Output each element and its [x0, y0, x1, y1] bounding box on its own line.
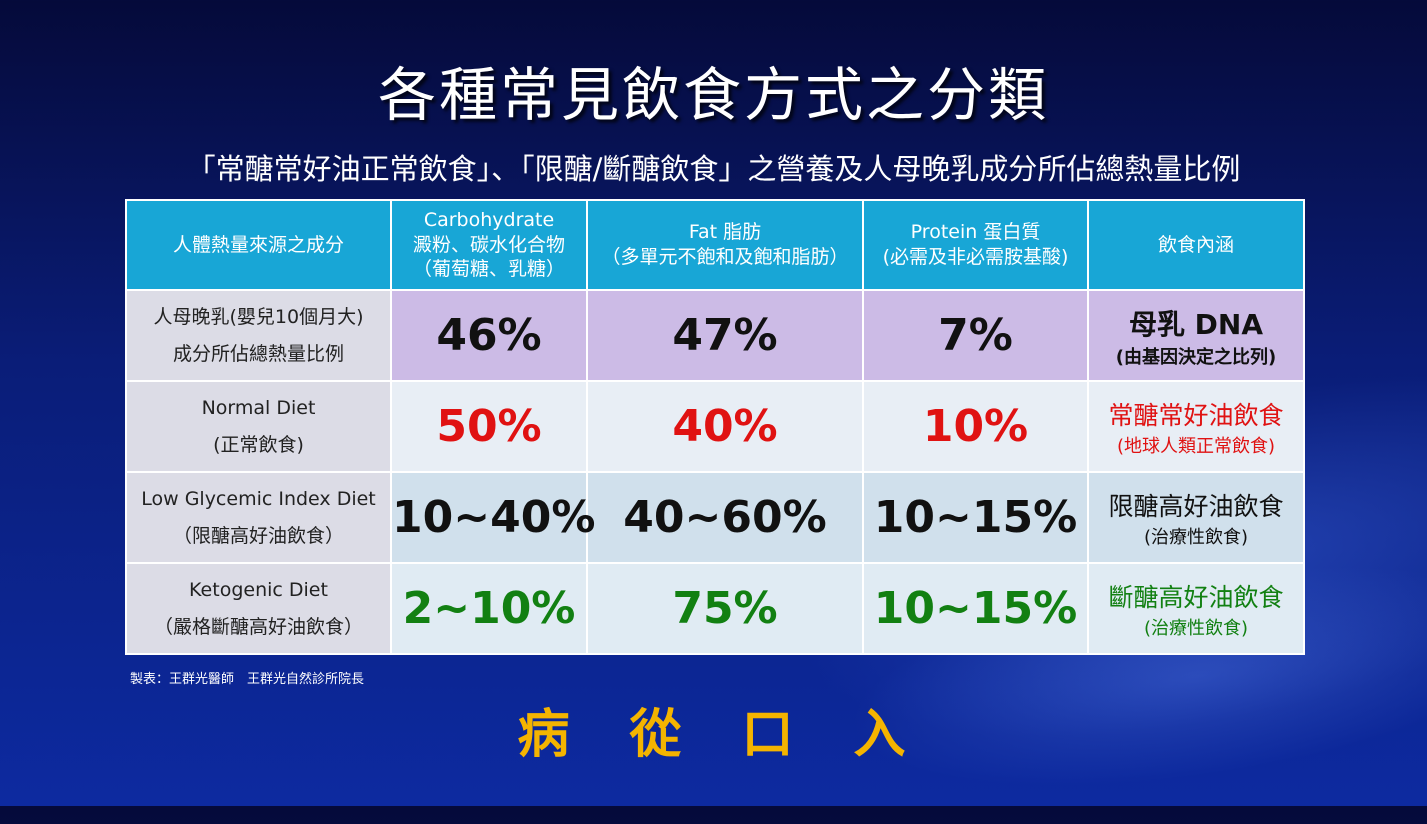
row-label-line2: （限醣高好油飲食） — [172, 524, 344, 547]
header-fat: Fat 脂肪 （多單元不飽和及飽和脂肪） — [586, 199, 864, 291]
carb-value: 46% — [390, 289, 588, 382]
slogan: 病 從 口 入 — [517, 705, 910, 765]
row-label-line2: （嚴格斷醣高好油飲食） — [153, 615, 363, 638]
header-energy-source: 人體熱量來源之成分 — [125, 199, 392, 291]
header-protein-name: Protein 蛋白質 — [910, 221, 1041, 244]
header-protein: Protein 蛋白質 (必需及非必需胺基酸) — [862, 199, 1089, 291]
row-label-line1: 人母晚乳(嬰兒10個月大) — [153, 306, 364, 329]
protein-value: 10~15% — [862, 471, 1089, 564]
header-fat-name: Fat 脂肪 — [688, 221, 762, 244]
diet-note: 限醣高好油飲食 (治療性飲食) — [1087, 471, 1305, 564]
header-protein-detail: (必需及非必需胺基酸) — [882, 246, 1069, 268]
diet-note: 斷醣高好油飲食 (治療性飲食) — [1087, 562, 1305, 655]
row-label-line1: Low Glycemic Index Diet — [141, 488, 376, 511]
header-diet-meaning: 飲食內涵 — [1087, 199, 1305, 291]
diet-note-sub: (治療性飲食) — [1143, 617, 1249, 639]
row-label: Ketogenic Diet （嚴格斷醣高好油飲食） — [125, 562, 392, 655]
table-row: 人母晚乳(嬰兒10個月大) 成分所佔總熱量比例 46% 47% 7% 母乳 DN… — [125, 289, 1305, 382]
diet-note: 母乳 DNA (由基因決定之比列) — [1087, 289, 1305, 382]
fat-value: 75% — [586, 562, 864, 655]
table-header-row: 人體熱量來源之成分 Carbohydrate 澱粉、碳水化合物 （葡萄糖、乳糖）… — [125, 199, 1305, 291]
diet-comparison-table: 人體熱量來源之成分 Carbohydrate 澱粉、碳水化合物 （葡萄糖、乳糖）… — [125, 199, 1305, 655]
row-label-line1: Ketogenic Diet — [189, 579, 328, 602]
row-label-line1: Normal Diet — [201, 397, 316, 420]
table-credit: 製表：王群光醫師 王群光自然診所院長 — [130, 672, 365, 687]
diet-note-sub: (地球人類正常飲食) — [1116, 435, 1276, 457]
protein-value: 7% — [862, 289, 1089, 382]
diet-note-main: 母乳 DNA — [1128, 307, 1264, 341]
protein-value: 10% — [862, 380, 1089, 473]
carb-value: 10~40% — [390, 471, 595, 564]
table-row: Normal Diet (正常飲食) 50% 40% 10% 常醣常好油飲食 (… — [125, 380, 1305, 473]
diet-note-main: 限醣高好油飲食 — [1108, 491, 1284, 521]
diet-note-main: 斷醣高好油飲食 — [1108, 582, 1284, 612]
header-carbohydrate-examples: （葡萄糖、乳糖） — [412, 258, 565, 281]
diet-note-sub: (治療性飲食) — [1143, 526, 1249, 548]
carb-value: 50% — [390, 380, 588, 473]
diet-note-main: 常醣常好油飲食 — [1108, 400, 1284, 430]
header-energy-source-label: 人體熱量來源之成分 — [172, 233, 344, 256]
carb-value: 2~10% — [390, 562, 588, 655]
header-fat-detail: （多單元不飽和及飽和脂肪） — [601, 246, 849, 268]
header-diet-meaning-label: 飲食內涵 — [1157, 233, 1234, 256]
row-label-line2: 成分所佔總熱量比例 — [172, 342, 344, 365]
table-row: Low Glycemic Index Diet （限醣高好油飲食） 10~40%… — [125, 471, 1305, 564]
row-label: Low Glycemic Index Diet （限醣高好油飲食） — [125, 471, 392, 564]
slide-title: 各種常見飲食方式之分類 — [377, 61, 1049, 129]
header-carbohydrate-en: Carbohydrate — [423, 208, 555, 231]
table-row: Ketogenic Diet （嚴格斷醣高好油飲食） 2~10% 75% 10~… — [125, 562, 1305, 655]
protein-value: 10~15% — [862, 562, 1089, 655]
diet-note-sub: (由基因決定之比列) — [1115, 346, 1277, 368]
row-label: 人母晚乳(嬰兒10個月大) 成分所佔總熱量比例 — [125, 289, 392, 382]
fat-value: 47% — [586, 289, 864, 382]
fat-value: 40~60% — [586, 471, 864, 564]
diet-note: 常醣常好油飲食 (地球人類正常飲食) — [1087, 380, 1305, 473]
header-carbohydrate: Carbohydrate 澱粉、碳水化合物 （葡萄糖、乳糖） — [390, 199, 588, 291]
fat-value: 40% — [586, 380, 864, 473]
row-label-line2: (正常飲食) — [213, 433, 304, 456]
row-label: Normal Diet (正常飲食) — [125, 380, 392, 473]
header-carbohydrate-zh: 澱粉、碳水化合物 — [412, 233, 565, 256]
slide-subtitle: 「常醣常好油正常飲食」、「限醣/斷醣飲食」之營養及人母晚乳成分所佔總熱量比例 — [186, 152, 1241, 186]
